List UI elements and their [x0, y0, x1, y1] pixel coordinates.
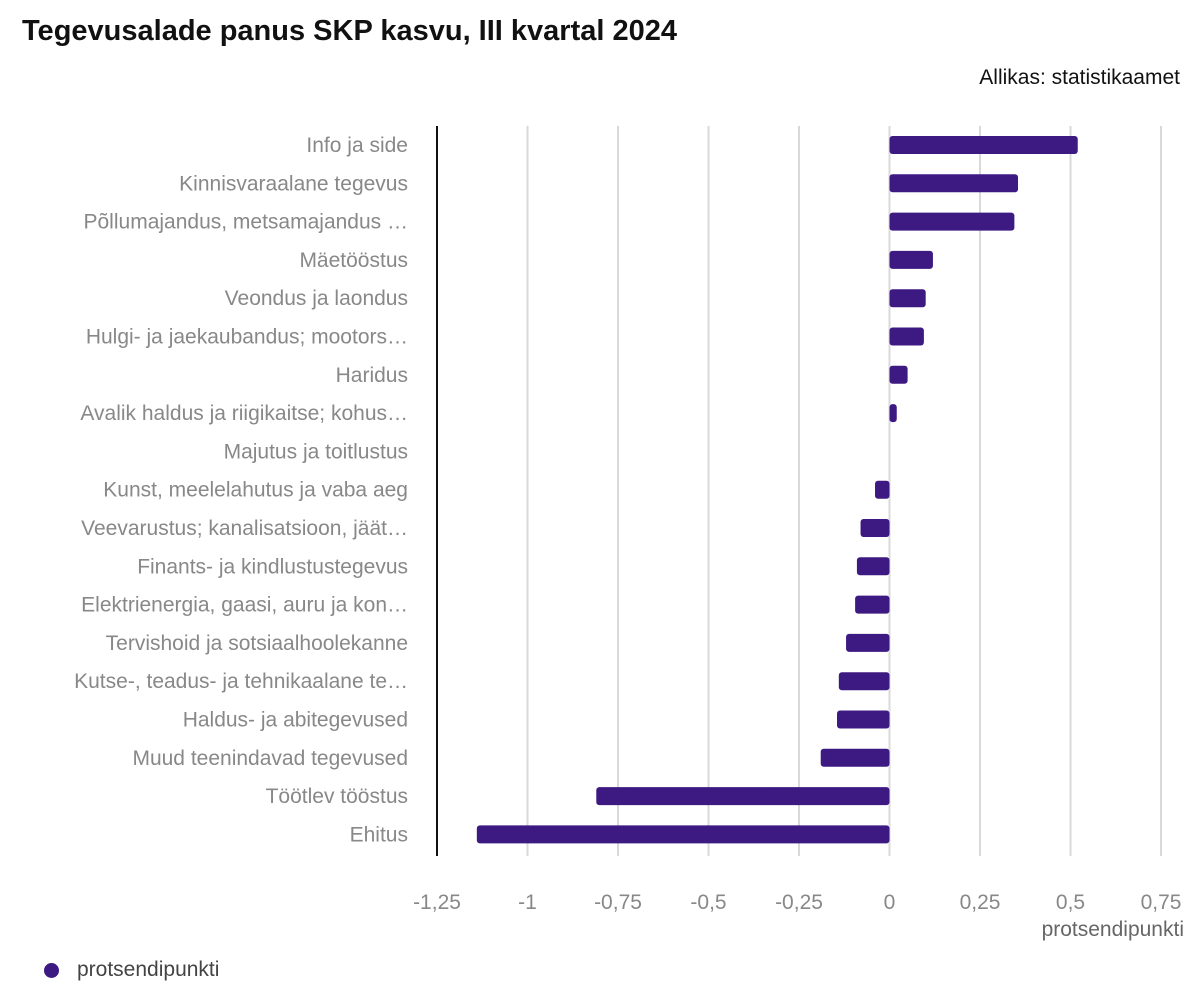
x-tick-label: 0,75	[1141, 891, 1182, 914]
category-label: Kinnisvaraalane tegevus	[179, 172, 408, 195]
bar	[889, 327, 924, 346]
category-label: Ehitus	[350, 823, 408, 846]
category-label: Hulgi- ja jaekaubandus; mootors…	[86, 326, 408, 349]
bar	[889, 250, 933, 269]
category-label: Kunst, meelelahutus ja vaba aeg	[103, 479, 408, 502]
x-tick-label: -0,5	[690, 891, 726, 914]
category-label: Tervishoid ja sotsiaalhoolekanne	[106, 632, 408, 655]
source-note: Allikas: statistikaamet	[979, 66, 1180, 89]
bar	[855, 595, 890, 614]
x-tick-label: -1,25	[413, 891, 461, 914]
category-label: Muud teenindavad tegevused	[132, 747, 408, 770]
x-tick-label: 0	[884, 891, 896, 914]
category-label: Põllumajandus, metsamajandus …	[84, 211, 409, 234]
bar	[837, 710, 890, 729]
category-label: Info ja side	[306, 134, 408, 157]
bar	[875, 480, 890, 499]
category-label: Mäetööstus	[299, 249, 408, 272]
category-label: Veevarustus; kanalisatsioon, jäät…	[81, 517, 408, 540]
category-label: Kutse-, teadus- ja tehnikaalane te…	[74, 670, 408, 693]
category-label: Haridus	[336, 364, 408, 387]
category-label: Avalik haldus ja riigikaitse; kohus…	[80, 402, 408, 425]
category-label: Veondus ja laondus	[225, 287, 408, 310]
category-label: Majutus ja toitlustus	[224, 440, 408, 463]
x-axis-title: protsendipunkti	[1041, 918, 1184, 941]
category-label: Haldus- ja abitegevused	[183, 709, 408, 732]
bar	[846, 633, 890, 652]
legend-marker-icon	[44, 962, 59, 978]
bar	[889, 289, 926, 308]
bar	[889, 404, 897, 423]
x-tick-label: 0,25	[960, 891, 1001, 914]
chart-title: Tegevusalade panus SKP kasvu, III kvarta…	[22, 15, 677, 47]
x-tick-label: 0,5	[1056, 891, 1085, 914]
x-tick-label: -0,75	[594, 891, 642, 914]
bar	[889, 136, 1078, 154]
bar	[860, 519, 890, 537]
x-tick-label: -1	[518, 891, 537, 914]
bar	[476, 825, 890, 844]
bar	[889, 365, 908, 384]
bar	[889, 212, 1015, 231]
x-tick-label: -0,25	[775, 891, 823, 914]
category-label: Elektrienergia, gaasi, auru ja kon…	[81, 594, 408, 617]
bar	[856, 557, 890, 576]
bar	[596, 787, 890, 806]
category-label: Töötlev tööstus	[266, 785, 408, 808]
bar	[889, 174, 1019, 193]
category-label: Finants- ja kindlustustegevus	[137, 555, 408, 578]
legend-label: protsendipunkti	[77, 958, 220, 981]
legend: protsendipunkti	[44, 958, 219, 982]
bar	[820, 748, 890, 767]
bar	[838, 672, 890, 691]
